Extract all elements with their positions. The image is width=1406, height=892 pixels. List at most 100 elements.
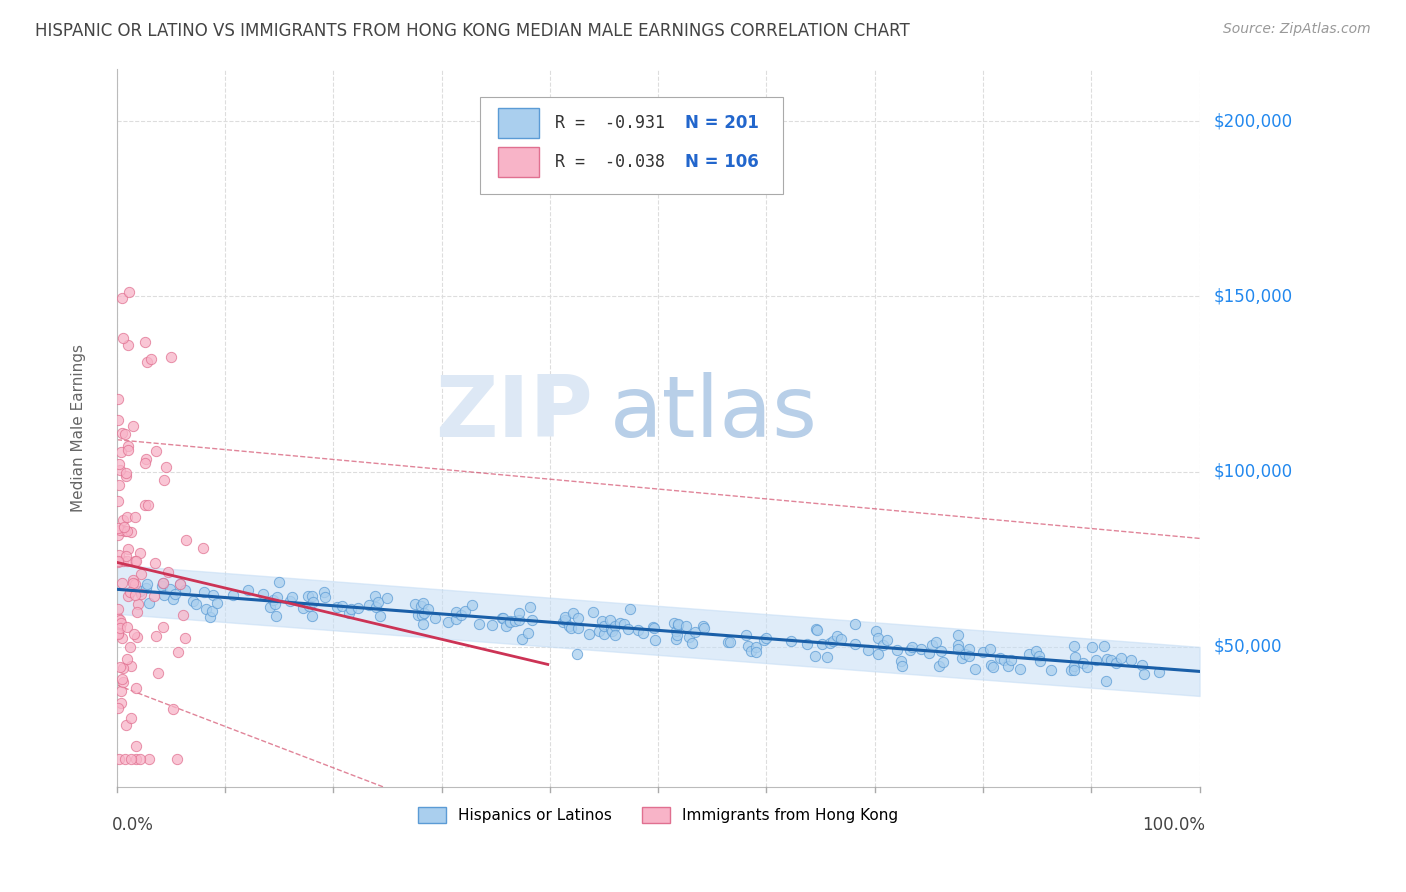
Point — [1025, 644, 1047, 658]
Point — [111, 291, 134, 305]
Point — [155, 459, 177, 474]
Point — [121, 711, 143, 725]
Point — [107, 611, 129, 625]
Point — [262, 592, 284, 607]
Point — [921, 638, 943, 652]
Point — [928, 659, 950, 673]
Point — [716, 635, 738, 649]
Point — [111, 331, 134, 345]
Point — [269, 575, 291, 590]
Point — [167, 645, 190, 659]
Point — [263, 597, 285, 611]
Point — [298, 599, 321, 613]
Point — [508, 606, 530, 620]
Point — [599, 622, 621, 636]
Point — [136, 355, 159, 369]
Point — [665, 628, 688, 642]
Point — [492, 611, 515, 625]
Point — [450, 608, 472, 623]
Point — [924, 635, 946, 649]
Point — [562, 606, 585, 620]
Point — [107, 392, 129, 406]
Point — [957, 641, 980, 656]
FancyBboxPatch shape — [479, 97, 783, 194]
Text: $100,000: $100,000 — [1213, 463, 1292, 481]
Text: N = 201: N = 201 — [685, 114, 759, 132]
Point — [481, 618, 503, 632]
Point — [803, 648, 825, 663]
Point — [115, 652, 138, 666]
Point — [627, 623, 650, 637]
Point — [1099, 653, 1122, 667]
Point — [876, 632, 898, 647]
Point — [644, 632, 666, 647]
Legend: Hispanics or Latinos, Immigrants from Hong Kong: Hispanics or Latinos, Immigrants from Ho… — [412, 801, 904, 830]
Point — [675, 619, 697, 633]
Point — [184, 597, 207, 611]
Point — [107, 602, 129, 616]
Point — [932, 655, 955, 669]
Point — [567, 611, 589, 625]
Point — [281, 591, 304, 605]
Point — [554, 613, 576, 627]
Point — [107, 626, 129, 640]
Point — [143, 556, 166, 570]
Point — [152, 575, 174, 590]
Point — [1095, 674, 1118, 689]
Point — [578, 627, 600, 641]
Point — [890, 659, 912, 673]
Point — [165, 587, 187, 601]
Point — [602, 624, 624, 639]
Point — [107, 413, 129, 427]
Point — [125, 554, 148, 568]
Point — [110, 445, 132, 459]
Point — [124, 576, 146, 591]
Point — [364, 600, 387, 615]
Point — [993, 653, 1015, 667]
Point — [107, 752, 129, 766]
Point — [118, 585, 141, 599]
Point — [868, 631, 890, 645]
Point — [491, 611, 513, 625]
Point — [115, 524, 138, 538]
Point — [110, 683, 132, 698]
Point — [844, 637, 866, 651]
Point — [955, 647, 977, 661]
Point — [617, 622, 640, 636]
Point — [806, 623, 828, 637]
Point — [112, 520, 135, 534]
Point — [972, 645, 994, 659]
Point — [111, 554, 134, 568]
Point — [685, 625, 707, 640]
Point — [503, 614, 526, 628]
Point — [1149, 665, 1171, 680]
Point — [588, 624, 610, 638]
Point — [821, 633, 844, 648]
Point — [856, 643, 879, 657]
Point — [108, 477, 131, 491]
Point — [519, 599, 541, 614]
Point — [125, 681, 148, 696]
Point — [780, 633, 803, 648]
Point — [110, 696, 132, 710]
Point — [404, 598, 426, 612]
Point — [948, 642, 970, 657]
Point — [990, 651, 1012, 665]
Point — [156, 565, 179, 579]
Point — [266, 590, 288, 604]
Point — [117, 589, 139, 603]
Point — [412, 607, 434, 621]
Point — [633, 626, 655, 640]
Point — [868, 648, 890, 662]
Point — [641, 620, 664, 634]
Point — [1008, 661, 1031, 675]
Point — [124, 554, 146, 568]
Point — [830, 632, 852, 646]
Point — [603, 619, 626, 633]
Point — [114, 426, 136, 441]
Point — [745, 645, 768, 659]
Point — [423, 611, 446, 625]
Point — [138, 752, 160, 766]
Point — [844, 616, 866, 631]
Point — [136, 499, 159, 513]
